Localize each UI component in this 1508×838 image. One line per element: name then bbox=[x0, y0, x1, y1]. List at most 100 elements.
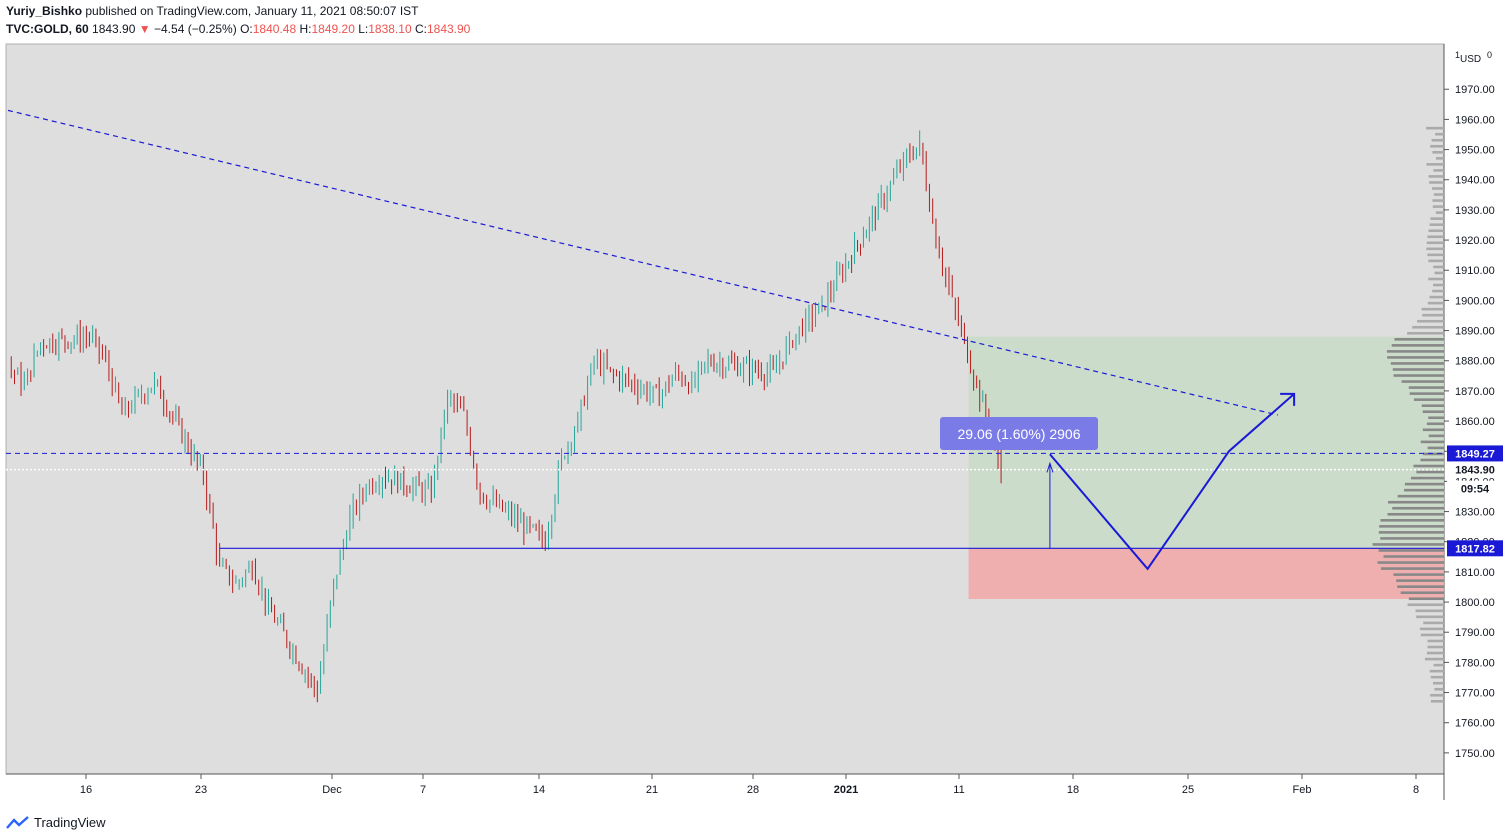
volume-profile-bar bbox=[1408, 386, 1444, 389]
time-tick-label: 28 bbox=[747, 784, 759, 796]
support-price-tag: 1817.82 bbox=[1455, 543, 1495, 555]
price-tick-label: 1960.00 bbox=[1455, 114, 1495, 126]
volume-profile-bar bbox=[1428, 259, 1444, 263]
projection-path bbox=[1049, 393, 1295, 571]
symbol-label: TVC:GOLD, 60 bbox=[6, 22, 89, 36]
price-tick-label: 1790.00 bbox=[1455, 627, 1495, 639]
price-change: −4.54 (−0.25%) bbox=[154, 22, 237, 36]
high-value: 1849.20 bbox=[311, 22, 355, 36]
volume-profile-bar bbox=[1435, 211, 1444, 214]
time-tick-label: 14 bbox=[533, 784, 545, 796]
volume-profile-bar bbox=[1433, 169, 1444, 172]
volume-profile-bar bbox=[1432, 205, 1444, 208]
volume-profile-bar bbox=[1432, 199, 1444, 202]
author-name[interactable]: Yuriy_Bishko bbox=[6, 4, 83, 18]
volume-profile-bar bbox=[1403, 488, 1444, 492]
price-tick-label: 1910.00 bbox=[1455, 265, 1495, 277]
price-tick-label: 1800.00 bbox=[1455, 597, 1495, 609]
volume-profile-bar bbox=[1396, 579, 1444, 582]
volume-profile-bar bbox=[1393, 374, 1444, 377]
time-tick-label: 16 bbox=[80, 784, 92, 796]
volume-profile-bar bbox=[1426, 241, 1444, 245]
volume-profile-bar bbox=[1427, 235, 1444, 239]
price-tick-label: 1870.00 bbox=[1455, 386, 1495, 398]
volume-profile-bar bbox=[1421, 307, 1444, 311]
volume-profile-bar bbox=[1377, 561, 1444, 564]
time-tick-label: 18 bbox=[1067, 784, 1079, 796]
volume-profile-bar bbox=[1427, 253, 1444, 257]
volume-profile-bar bbox=[1392, 506, 1444, 510]
price-tick-label: 1920.00 bbox=[1455, 235, 1495, 247]
low-label: L: bbox=[358, 22, 369, 36]
price-tick-label: 1950.00 bbox=[1455, 145, 1495, 157]
last-price: 1843.90 bbox=[92, 22, 136, 36]
price-tick-label: 1750.00 bbox=[1455, 748, 1495, 760]
support-price-tag-bg bbox=[1447, 540, 1503, 557]
volume-profile-bar bbox=[1429, 669, 1444, 673]
time-tick-label: 11 bbox=[953, 784, 964, 796]
volume-profile-bar bbox=[1429, 181, 1444, 184]
published-text: published on TradingView.com, January 11… bbox=[85, 4, 419, 18]
volume-profile-bar bbox=[1428, 277, 1444, 281]
volume-profile-bar bbox=[1434, 271, 1444, 275]
time-tick-label: 2021 bbox=[834, 784, 858, 796]
last-price-tag-bg bbox=[1447, 461, 1503, 478]
volume-profile-bar bbox=[1407, 331, 1444, 335]
volume-profile-bar bbox=[1435, 132, 1444, 136]
price-tick-label: 1900.00 bbox=[1455, 295, 1495, 307]
price-tick-label: 1770.00 bbox=[1455, 688, 1495, 700]
volume-profile-bar bbox=[1379, 525, 1444, 528]
down-arrow-icon: ▼ bbox=[138, 22, 151, 36]
brand-text[interactable]: TradingView bbox=[34, 815, 106, 830]
volume-profile-bar bbox=[1388, 500, 1444, 504]
volume-profile-bar bbox=[1394, 338, 1444, 341]
time-tick-label: 8 bbox=[1413, 784, 1419, 796]
footer-brand: TradingView bbox=[6, 815, 106, 830]
volume-profile-bar bbox=[1432, 289, 1444, 293]
volume-profile-bar bbox=[1413, 398, 1444, 401]
measure-box bbox=[940, 417, 1098, 450]
time-tick-label: 7 bbox=[420, 784, 426, 796]
price-tick-label: 1890.00 bbox=[1455, 326, 1495, 338]
volume-profile-bar bbox=[1413, 464, 1444, 468]
scale-mark-0: 0 bbox=[1487, 50, 1492, 60]
volume-profile-bar bbox=[1426, 422, 1444, 426]
symbol-header: TVC:GOLD, 60 1843.90 ▼ −4.54 (−0.25%) O:… bbox=[6, 22, 470, 36]
volume-profile-bar bbox=[1432, 187, 1444, 190]
volume-profile-bar bbox=[1433, 283, 1444, 287]
countdown-tag-bg bbox=[1447, 480, 1503, 497]
volume-profile-bar bbox=[1423, 621, 1444, 625]
volume-profile-bar bbox=[1400, 591, 1444, 595]
volume-profile-bar bbox=[1426, 126, 1444, 130]
volume-profile-bar bbox=[1380, 567, 1444, 570]
measure-label: 29.06 (1.60%) 2906 bbox=[958, 426, 1081, 442]
volume-profile-bar bbox=[1421, 404, 1444, 407]
volume-profile-bar bbox=[1380, 537, 1444, 540]
volume-profile-bar bbox=[1387, 512, 1444, 516]
volume-profile-bar bbox=[1433, 663, 1444, 667]
volume-profile-bar bbox=[1386, 350, 1444, 353]
open-label: O: bbox=[240, 22, 253, 36]
volume-profile-bar bbox=[1397, 585, 1444, 588]
volume-profile-bar bbox=[1404, 482, 1444, 486]
price-tick-label: 1830.00 bbox=[1455, 507, 1495, 519]
time-tick-label: 21 bbox=[646, 784, 658, 796]
volume-profile-bar bbox=[1432, 150, 1444, 154]
volume-profile-bar bbox=[1422, 313, 1444, 317]
close-label: C: bbox=[414, 22, 427, 36]
volume-profile-bar bbox=[1372, 543, 1444, 546]
volume-profile-bar bbox=[1378, 549, 1444, 552]
volume-profile-bar bbox=[1431, 138, 1444, 142]
volume-profile-bar bbox=[1430, 700, 1444, 703]
volume-profile-bar bbox=[1407, 603, 1444, 607]
scale-mark-1: 1 bbox=[1455, 50, 1460, 60]
volume-profile-bar bbox=[1428, 229, 1444, 233]
volume-profile-bar bbox=[1426, 651, 1444, 655]
stop-zone bbox=[968, 548, 1444, 600]
volume-profile-bar bbox=[1430, 217, 1444, 220]
volume-profile-bar bbox=[1408, 597, 1444, 601]
high-label: H: bbox=[299, 22, 312, 36]
volume-profile-bar bbox=[1422, 410, 1444, 414]
resistance-price-tag-bg bbox=[1447, 445, 1503, 462]
